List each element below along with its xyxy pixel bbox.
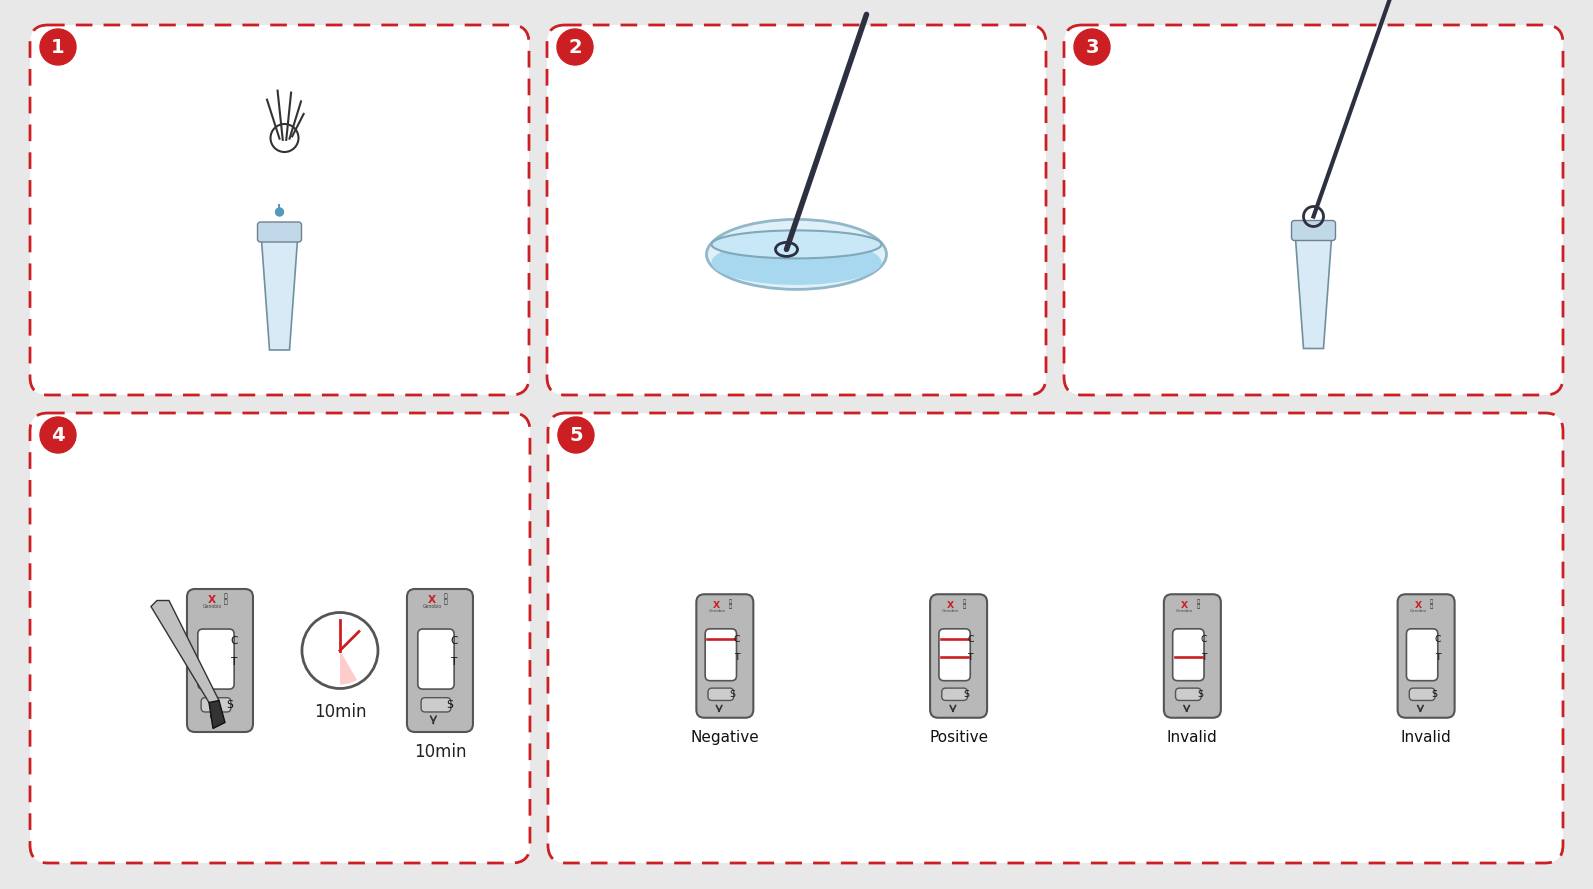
Polygon shape <box>261 240 298 350</box>
Text: T: T <box>1201 653 1207 661</box>
FancyBboxPatch shape <box>1407 629 1438 681</box>
Text: S: S <box>226 700 233 709</box>
Text: X: X <box>1415 601 1421 610</box>
Text: C: C <box>1201 635 1207 644</box>
FancyBboxPatch shape <box>930 594 988 717</box>
Text: X: X <box>714 601 720 610</box>
Text: X: X <box>946 601 954 610</box>
FancyBboxPatch shape <box>258 222 301 242</box>
Circle shape <box>40 29 76 65</box>
FancyBboxPatch shape <box>198 629 234 689</box>
Text: X: X <box>1180 601 1188 610</box>
FancyBboxPatch shape <box>941 688 967 701</box>
Text: X: X <box>207 595 217 605</box>
Polygon shape <box>209 701 225 728</box>
FancyBboxPatch shape <box>706 629 736 681</box>
FancyBboxPatch shape <box>1176 688 1201 701</box>
Text: 喜
菘: 喜 菘 <box>1196 599 1200 610</box>
FancyBboxPatch shape <box>30 25 529 395</box>
Text: 2: 2 <box>569 37 581 57</box>
FancyBboxPatch shape <box>1292 220 1335 241</box>
Text: 10min: 10min <box>414 742 467 760</box>
FancyBboxPatch shape <box>30 413 530 863</box>
Text: T: T <box>967 653 973 661</box>
Text: T: T <box>231 657 237 667</box>
Circle shape <box>558 417 594 453</box>
Text: T: T <box>1435 653 1440 661</box>
FancyBboxPatch shape <box>201 698 231 712</box>
FancyBboxPatch shape <box>417 629 454 689</box>
Ellipse shape <box>712 240 881 284</box>
Circle shape <box>40 417 76 453</box>
Text: Genobio: Genobio <box>1176 609 1193 613</box>
Text: Negative: Negative <box>690 730 760 745</box>
Text: Invalid: Invalid <box>1400 730 1451 745</box>
Text: 喜
菘: 喜 菘 <box>1431 599 1434 610</box>
FancyBboxPatch shape <box>406 589 473 732</box>
Circle shape <box>1074 29 1110 65</box>
Text: S: S <box>730 690 736 699</box>
Text: Invalid: Invalid <box>1168 730 1217 745</box>
Text: Genobio: Genobio <box>709 609 725 613</box>
Text: C: C <box>231 636 237 646</box>
Text: Genobio: Genobio <box>422 604 441 608</box>
Circle shape <box>303 613 378 688</box>
FancyBboxPatch shape <box>421 698 451 712</box>
Circle shape <box>276 208 284 216</box>
FancyBboxPatch shape <box>1172 629 1204 681</box>
Wedge shape <box>339 651 357 685</box>
Text: 1: 1 <box>51 37 65 57</box>
Text: 10min: 10min <box>314 702 366 720</box>
Text: S: S <box>964 690 970 699</box>
Text: 喜
菘: 喜 菘 <box>962 599 965 610</box>
Text: S: S <box>446 700 454 709</box>
Ellipse shape <box>707 220 886 290</box>
Text: C: C <box>967 635 973 644</box>
Text: T: T <box>451 657 457 667</box>
FancyBboxPatch shape <box>186 589 253 732</box>
Text: 5: 5 <box>569 426 583 444</box>
Text: S: S <box>1431 690 1437 699</box>
Text: 3: 3 <box>1085 37 1099 57</box>
FancyBboxPatch shape <box>1164 594 1220 717</box>
FancyBboxPatch shape <box>1410 688 1435 701</box>
Polygon shape <box>151 600 218 709</box>
Ellipse shape <box>712 230 881 259</box>
Text: T: T <box>734 653 739 661</box>
Circle shape <box>558 29 593 65</box>
Text: Genobio: Genobio <box>202 604 221 608</box>
Text: X: X <box>429 595 436 605</box>
FancyBboxPatch shape <box>548 413 1563 863</box>
FancyBboxPatch shape <box>1397 594 1454 717</box>
FancyBboxPatch shape <box>696 594 753 717</box>
Text: 4: 4 <box>51 426 65 444</box>
FancyBboxPatch shape <box>938 629 970 681</box>
Text: Genobio: Genobio <box>941 609 959 613</box>
Text: C: C <box>451 636 457 646</box>
Text: Genobio: Genobio <box>1410 609 1427 613</box>
Text: S: S <box>1198 690 1203 699</box>
Text: Positive: Positive <box>929 730 988 745</box>
Text: 喜
菘: 喜 菘 <box>730 599 731 610</box>
FancyBboxPatch shape <box>707 688 734 701</box>
Text: 喜
菘: 喜 菘 <box>444 593 448 605</box>
Text: 喜
菘: 喜 菘 <box>225 593 228 605</box>
Text: C: C <box>733 635 739 644</box>
FancyBboxPatch shape <box>546 25 1047 395</box>
Text: C: C <box>1435 635 1442 644</box>
Polygon shape <box>1295 238 1332 348</box>
FancyBboxPatch shape <box>1064 25 1563 395</box>
